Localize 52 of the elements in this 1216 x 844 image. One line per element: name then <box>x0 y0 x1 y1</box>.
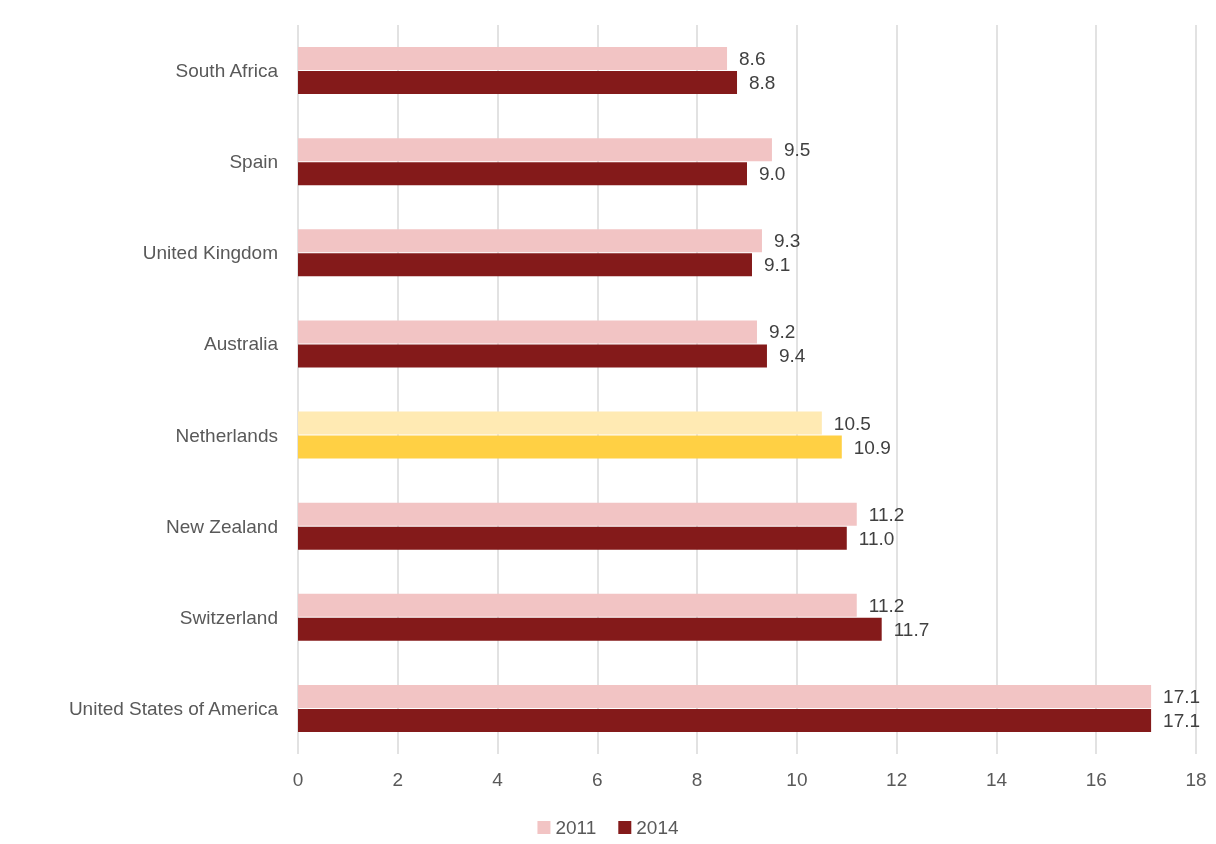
data-label: 8.8 <box>749 72 776 94</box>
bar <box>298 344 767 368</box>
data-label: 9.3 <box>773 230 801 252</box>
x-tick-label: 14 <box>985 769 1008 790</box>
data-label: 11.0 <box>858 527 895 549</box>
bar <box>298 138 772 162</box>
y-tick-label: New Zealand <box>166 515 278 537</box>
y-tick-label: Netherlands <box>175 424 278 446</box>
x-tick-label: 16 <box>1085 769 1107 790</box>
y-tick-label: South Africa <box>175 60 279 82</box>
bar <box>298 526 847 550</box>
y-tick-label: Australia <box>204 333 279 355</box>
bar <box>298 229 762 253</box>
data-label: 11.2 <box>868 503 905 525</box>
data-label: 10.9 <box>853 436 891 458</box>
bar <box>298 708 1152 732</box>
data-label: 9.4 <box>778 345 806 367</box>
legend-label: 2014 <box>636 817 679 838</box>
data-label: 17.1 <box>1163 709 1201 731</box>
x-tick-label: 0 <box>292 769 304 790</box>
y-tick-label: Switzerland <box>179 606 278 628</box>
data-label: 9.5 <box>783 139 811 161</box>
x-tick-label: 8 <box>691 769 703 790</box>
data-label: 9.1 <box>763 254 791 276</box>
x-tick-label: 10 <box>786 769 808 790</box>
x-tick-label: 6 <box>592 769 603 790</box>
x-tick-label: 2 <box>392 769 404 790</box>
bar <box>298 411 822 435</box>
data-label: 11.7 <box>893 618 930 640</box>
legend-label: 2011 <box>555 817 597 838</box>
bar <box>298 162 747 186</box>
bar <box>298 320 757 344</box>
data-label: 9.2 <box>768 321 796 343</box>
data-label: 8.6 <box>739 48 766 70</box>
y-tick-label: United Kingdom <box>142 242 278 264</box>
bar <box>298 617 882 641</box>
x-tick-label: 18 <box>1185 769 1207 790</box>
bar <box>298 593 857 617</box>
data-label: 17.1 <box>1163 685 1201 707</box>
data-label: 10.5 <box>833 412 871 434</box>
data-label: 9.0 <box>759 163 786 185</box>
data-label: 11.2 <box>868 594 905 616</box>
bar <box>298 253 752 277</box>
x-tick-label: 4 <box>492 769 504 790</box>
bar <box>298 684 1152 708</box>
bar <box>298 71 738 95</box>
bar <box>298 47 728 71</box>
bar <box>298 502 857 526</box>
bar <box>298 435 842 459</box>
x-tick-label: 12 <box>886 769 908 790</box>
y-tick-label: United States of America <box>68 697 279 719</box>
y-tick-label: Spain <box>229 151 278 173</box>
